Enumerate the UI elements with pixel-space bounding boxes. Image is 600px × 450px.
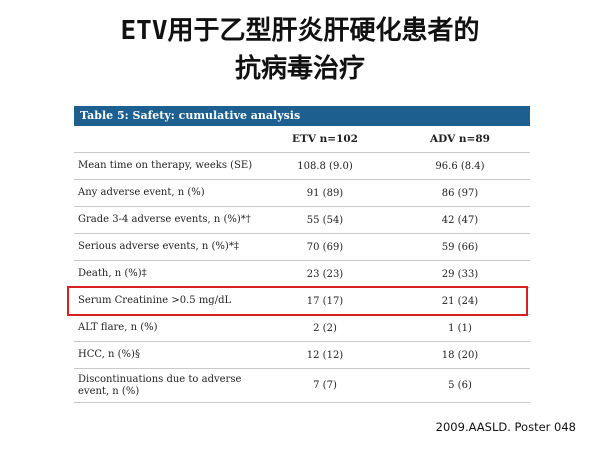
slide-title-line-1: ETV用于乙型肝炎肝硬化患者的 [120,16,480,46]
table-row: Death, n (%)‡ 23 (23) 29 (33) [74,261,530,288]
row-label: Death, n (%)‡ [78,268,147,279]
table-row: Grade 3-4 adverse events, n (%)*† 55 (54… [74,207,530,234]
row-etv-value: 2 (2) [313,322,337,334]
row-label: Any adverse event, n (%) [78,187,205,198]
row-adv-value: 59 (66) [441,241,479,253]
slide-title: ETV用于乙型肝炎肝硬化患者的 抗病毒治疗 [0,12,600,88]
citation: 2009.AASLD. Poster 048 [435,420,576,434]
table-row: Serious adverse events, n (%)*‡ 70 (69) … [74,234,530,261]
row-adv-value: 86 (97) [441,187,479,199]
highlight-box [67,286,528,316]
row-etv-value: 108.8 (9.0) [297,160,353,172]
row-etv-value: 23 (23) [306,268,344,280]
row-label: Serious adverse events, n (%)*‡ [78,241,239,252]
header-cell-etv: ETV n=102 [292,133,358,145]
row-etv-value: 17 (17) [306,295,344,307]
row-adv-value: 1 (1) [448,322,472,334]
row-etv-value: 7 (7) [313,380,337,391]
safety-table: Table 5: Safety: cumulative analysis ETV… [74,106,530,404]
row-label: Serum Creatinine >0.5 mg/dL [78,295,232,306]
row-etv-value: 12 (12) [306,349,344,361]
row-adv-value: 42 (47) [441,214,479,226]
row-adv-value: 21 (24) [441,295,479,307]
row-label: Mean time on therapy, weeks (SE) [78,160,253,171]
row-adv-value: 18 (20) [441,349,479,361]
row-label: Grade 3-4 adverse events, n (%)*† [78,214,251,225]
table-row: Discontinuations due to adverse event, n… [74,369,530,403]
header-cell-adv: ADV n=89 [430,133,490,145]
table-header-row: ETV n=102 ADV n=89 [74,126,530,152]
row-etv-value: 70 (69) [306,241,344,253]
row-label: HCC, n (%)§ [78,349,140,360]
row-adv-value: 96.6 (8.4) [435,160,485,172]
slide-title-line-2: 抗病毒治疗 [234,54,365,84]
row-label: ALT flare, n (%) [78,322,158,333]
row-adv-value: 5 (6) [448,380,472,391]
row-etv-value: 55 (54) [306,214,344,226]
table-row: HCC, n (%)§ 12 (12) 18 (20) [74,342,530,369]
row-etv-value: 91 (89) [306,187,344,199]
row-label: Discontinuations due to adverse event, n… [78,373,242,397]
table-caption: Table 5: Safety: cumulative analysis [74,106,530,126]
table-row: ALT flare, n (%) 2 (2) 1 (1) [74,315,530,342]
table-row: Any adverse event, n (%) 91 (89) 86 (97) [74,180,530,207]
row-adv-value: 29 (33) [441,268,479,280]
table-row: Mean time on therapy, weeks (SE) 108.8 (… [74,152,530,180]
